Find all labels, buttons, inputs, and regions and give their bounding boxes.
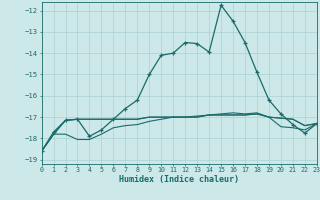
X-axis label: Humidex (Indice chaleur): Humidex (Indice chaleur) <box>119 175 239 184</box>
